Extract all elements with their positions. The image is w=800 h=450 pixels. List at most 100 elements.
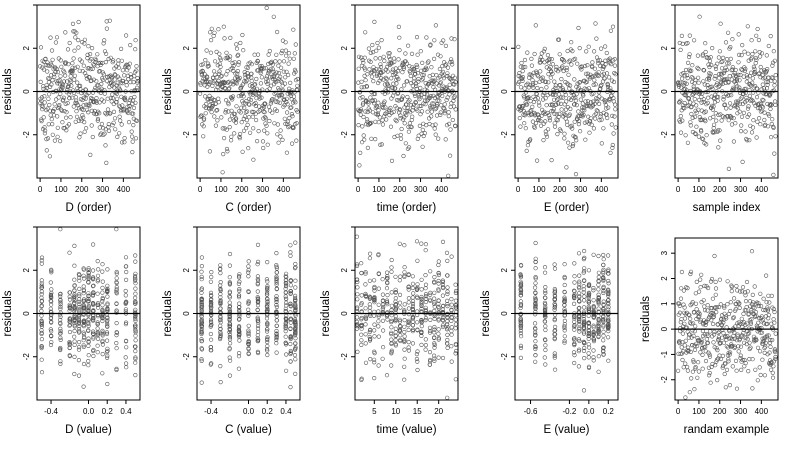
data-point <box>199 113 204 118</box>
data-point <box>436 270 441 276</box>
data-point <box>746 112 752 117</box>
data-point <box>543 295 548 301</box>
data-point <box>440 279 446 285</box>
data-point <box>428 298 433 303</box>
data-point <box>41 115 46 120</box>
data-point <box>584 79 590 84</box>
data-point <box>766 333 771 338</box>
data-point <box>86 343 91 349</box>
data-point <box>518 323 523 328</box>
data-point <box>581 348 587 354</box>
data-point <box>106 128 112 133</box>
data-point <box>415 309 420 314</box>
data-point <box>613 107 618 112</box>
data-point <box>741 110 747 115</box>
data-point <box>360 57 365 63</box>
data-point <box>283 121 288 126</box>
data-point <box>77 278 82 283</box>
data-point <box>208 308 214 313</box>
data-point <box>706 62 711 67</box>
data-point <box>419 333 424 339</box>
data-point <box>698 285 703 290</box>
data-point <box>430 72 435 77</box>
data-point <box>708 55 713 60</box>
data-point <box>756 303 762 309</box>
data-point <box>556 37 562 42</box>
data-point <box>375 72 380 77</box>
data-point <box>773 331 778 336</box>
data-point <box>58 107 64 112</box>
data-point <box>95 116 101 122</box>
data-point <box>75 64 80 69</box>
data-point <box>610 24 616 29</box>
data-point <box>50 77 55 83</box>
data-point <box>444 123 450 128</box>
data-point <box>531 124 537 129</box>
data-point <box>577 273 582 278</box>
data-point <box>356 122 361 128</box>
data-point <box>199 329 204 334</box>
data-point <box>558 101 564 106</box>
data-point <box>64 128 69 133</box>
data-point <box>699 129 704 134</box>
data-point <box>683 67 689 73</box>
data-point <box>601 64 607 69</box>
data-point <box>519 60 524 66</box>
data-point <box>582 278 587 284</box>
data-point <box>115 134 120 139</box>
data-point <box>739 316 744 321</box>
data-point <box>591 332 596 338</box>
data-point <box>743 66 748 72</box>
data-point <box>393 299 398 304</box>
data-point <box>447 92 452 97</box>
data-point <box>199 299 204 305</box>
data-point <box>266 52 271 57</box>
data-point <box>393 326 398 331</box>
data-point <box>727 93 732 98</box>
data-point <box>552 332 557 337</box>
y-tick-label: -2 <box>660 376 669 384</box>
data-point <box>444 97 449 103</box>
data-point <box>419 330 424 336</box>
data-point <box>543 111 548 116</box>
data-point <box>583 71 589 76</box>
data-point <box>440 310 446 315</box>
data-point <box>688 303 693 308</box>
data-point <box>270 67 276 72</box>
data-point <box>293 371 298 377</box>
data-point <box>432 316 437 321</box>
data-point <box>218 326 223 332</box>
data-point <box>58 302 63 307</box>
data-point <box>562 338 567 344</box>
data-point <box>693 77 698 83</box>
data-point <box>453 326 458 331</box>
data-point <box>518 343 524 349</box>
data-point <box>265 81 270 86</box>
data-point <box>744 79 749 84</box>
data-point <box>393 314 398 319</box>
data-point <box>518 279 523 284</box>
data-point <box>94 79 99 84</box>
data-point <box>752 69 758 74</box>
data-point <box>393 290 399 295</box>
data-point <box>709 318 714 323</box>
data-point <box>529 63 535 68</box>
data-point <box>582 356 587 361</box>
data-point <box>445 298 450 304</box>
data-point <box>381 101 387 106</box>
data-point <box>739 367 744 373</box>
data-point <box>754 33 759 38</box>
data-point <box>518 287 523 293</box>
data-point <box>70 69 75 74</box>
data-point <box>415 367 420 373</box>
data-point <box>601 299 606 304</box>
data-point <box>406 323 411 328</box>
data-point <box>76 327 82 332</box>
data-point <box>250 114 255 119</box>
data-point <box>691 359 696 365</box>
data-point <box>241 101 246 106</box>
data-point <box>199 320 204 325</box>
data-point <box>227 332 232 337</box>
data-point <box>523 64 528 70</box>
